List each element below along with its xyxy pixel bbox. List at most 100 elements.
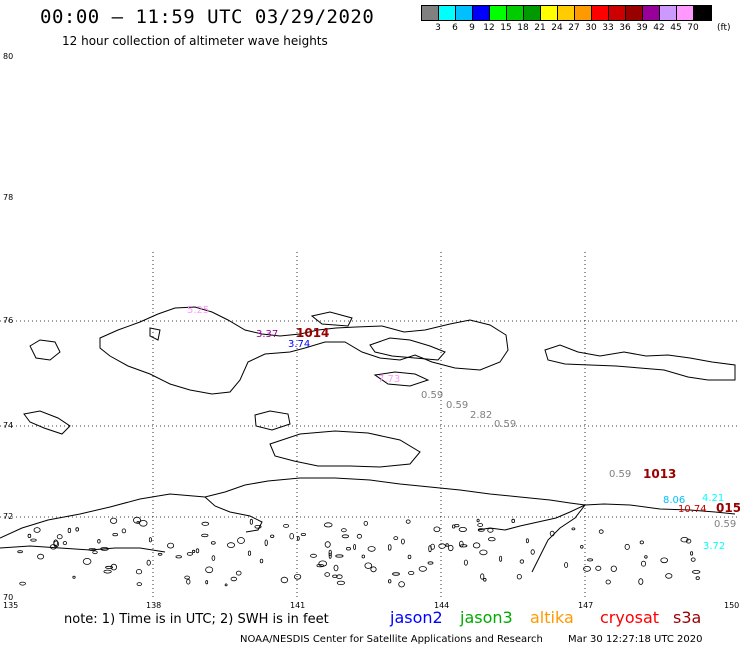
satellite-jason2: jason2 bbox=[390, 608, 443, 627]
coast-zhokhov bbox=[310, 311, 353, 327]
islet bbox=[393, 536, 399, 540]
islet bbox=[463, 559, 468, 566]
islet bbox=[72, 575, 76, 579]
islet bbox=[665, 573, 673, 579]
lon-label-141: 141 bbox=[290, 601, 305, 610]
islet bbox=[690, 551, 694, 556]
islet bbox=[336, 580, 345, 586]
satellite-s3a: s3a bbox=[673, 608, 702, 627]
coast-kotelny-island bbox=[99, 306, 509, 395]
coast-mainland bbox=[0, 477, 736, 539]
islet bbox=[638, 578, 644, 585]
islet bbox=[345, 547, 351, 551]
colorbar-label: 12 bbox=[483, 23, 495, 33]
colorbar-swatch bbox=[439, 6, 456, 20]
islet bbox=[427, 561, 434, 565]
islet bbox=[477, 523, 484, 527]
islet bbox=[660, 557, 668, 564]
colorbar-swatch bbox=[422, 6, 439, 20]
islet bbox=[438, 543, 446, 549]
axis-labels: 80 78 76 74 72 70 135 138 141 144 147 15… bbox=[3, 52, 739, 610]
satellite-jason3: jason3 bbox=[460, 608, 513, 627]
islet bbox=[583, 565, 591, 572]
islet bbox=[487, 527, 494, 533]
islet bbox=[37, 553, 45, 560]
islet bbox=[692, 570, 701, 574]
obs-label: 1013 bbox=[643, 467, 676, 481]
islet bbox=[407, 554, 412, 560]
islet bbox=[328, 552, 332, 559]
lat-label-78: 78 bbox=[3, 193, 13, 202]
colorbar-label: 15 bbox=[500, 23, 512, 33]
coast-lena-delta bbox=[0, 545, 166, 553]
islet bbox=[363, 521, 368, 526]
islet bbox=[30, 538, 37, 542]
generated-timestamp: Mar 30 12:27:18 UTC 2020 bbox=[568, 634, 703, 645]
islet bbox=[499, 555, 503, 562]
satellite-altika: altika bbox=[530, 608, 574, 627]
colorbar-label: 9 bbox=[469, 23, 475, 33]
islet bbox=[293, 573, 302, 580]
islet bbox=[476, 518, 480, 523]
islet bbox=[230, 576, 237, 582]
lat-label-74: 74 bbox=[3, 421, 13, 430]
islet bbox=[112, 532, 118, 537]
islet bbox=[328, 549, 332, 557]
colorbar-label: 45 bbox=[670, 23, 682, 33]
islet bbox=[472, 542, 481, 549]
islet bbox=[310, 553, 317, 558]
islet bbox=[210, 541, 216, 545]
islet bbox=[224, 583, 228, 587]
islet bbox=[479, 549, 488, 556]
lat-label-80: 80 bbox=[3, 52, 13, 61]
islet bbox=[88, 548, 96, 552]
islet bbox=[323, 522, 333, 528]
islet bbox=[595, 565, 602, 571]
colorbar-swatch bbox=[626, 6, 643, 20]
islet bbox=[157, 552, 163, 556]
map-title: 00:00 – 11:59 UTC 03/29/2020 bbox=[40, 6, 375, 28]
islet bbox=[332, 574, 338, 578]
islet bbox=[341, 534, 350, 539]
islet bbox=[433, 526, 441, 533]
map-subtitle: 12 hour collection of altimeter wave hei… bbox=[62, 34, 328, 48]
islet bbox=[530, 549, 535, 555]
islet bbox=[408, 571, 415, 576]
islet bbox=[110, 563, 117, 571]
coast-faddey-spit bbox=[149, 327, 161, 341]
islet bbox=[487, 537, 496, 542]
colorbar-swatch bbox=[558, 6, 575, 20]
islet bbox=[247, 550, 252, 556]
islet bbox=[587, 558, 594, 562]
coast-yana-delta bbox=[477, 504, 586, 531]
coast-bay bbox=[204, 496, 263, 533]
islet bbox=[184, 575, 190, 580]
colorbar-swatch bbox=[660, 6, 677, 20]
islet bbox=[186, 578, 191, 585]
islet bbox=[644, 555, 648, 559]
islet bbox=[133, 516, 141, 524]
islet bbox=[103, 569, 112, 574]
islet bbox=[235, 570, 242, 576]
obs-label: 3.37 bbox=[256, 329, 278, 340]
islet bbox=[201, 533, 209, 538]
islet bbox=[519, 559, 525, 564]
islet bbox=[289, 533, 295, 540]
islet bbox=[418, 566, 427, 572]
obs-label: 0.59 bbox=[609, 469, 631, 480]
obs-label: 2.82 bbox=[470, 410, 492, 421]
colorbar-label: 30 bbox=[585, 23, 597, 33]
islet bbox=[428, 545, 432, 553]
islet bbox=[353, 544, 357, 550]
colorbar-label: 36 bbox=[619, 23, 631, 33]
coast-new-siberia-east bbox=[544, 344, 736, 381]
colorbar-label: 27 bbox=[568, 23, 580, 33]
islet bbox=[695, 576, 700, 580]
wave-height-colorbar bbox=[421, 5, 712, 21]
coast-bunge-land-inlet bbox=[369, 337, 446, 361]
coast-indigirka-delta bbox=[531, 504, 586, 573]
obs-label: 4.21 bbox=[702, 493, 724, 504]
islet bbox=[341, 528, 347, 533]
colorbar-unit: (ft) bbox=[717, 23, 731, 33]
obs-label: 0.59 bbox=[494, 419, 516, 430]
